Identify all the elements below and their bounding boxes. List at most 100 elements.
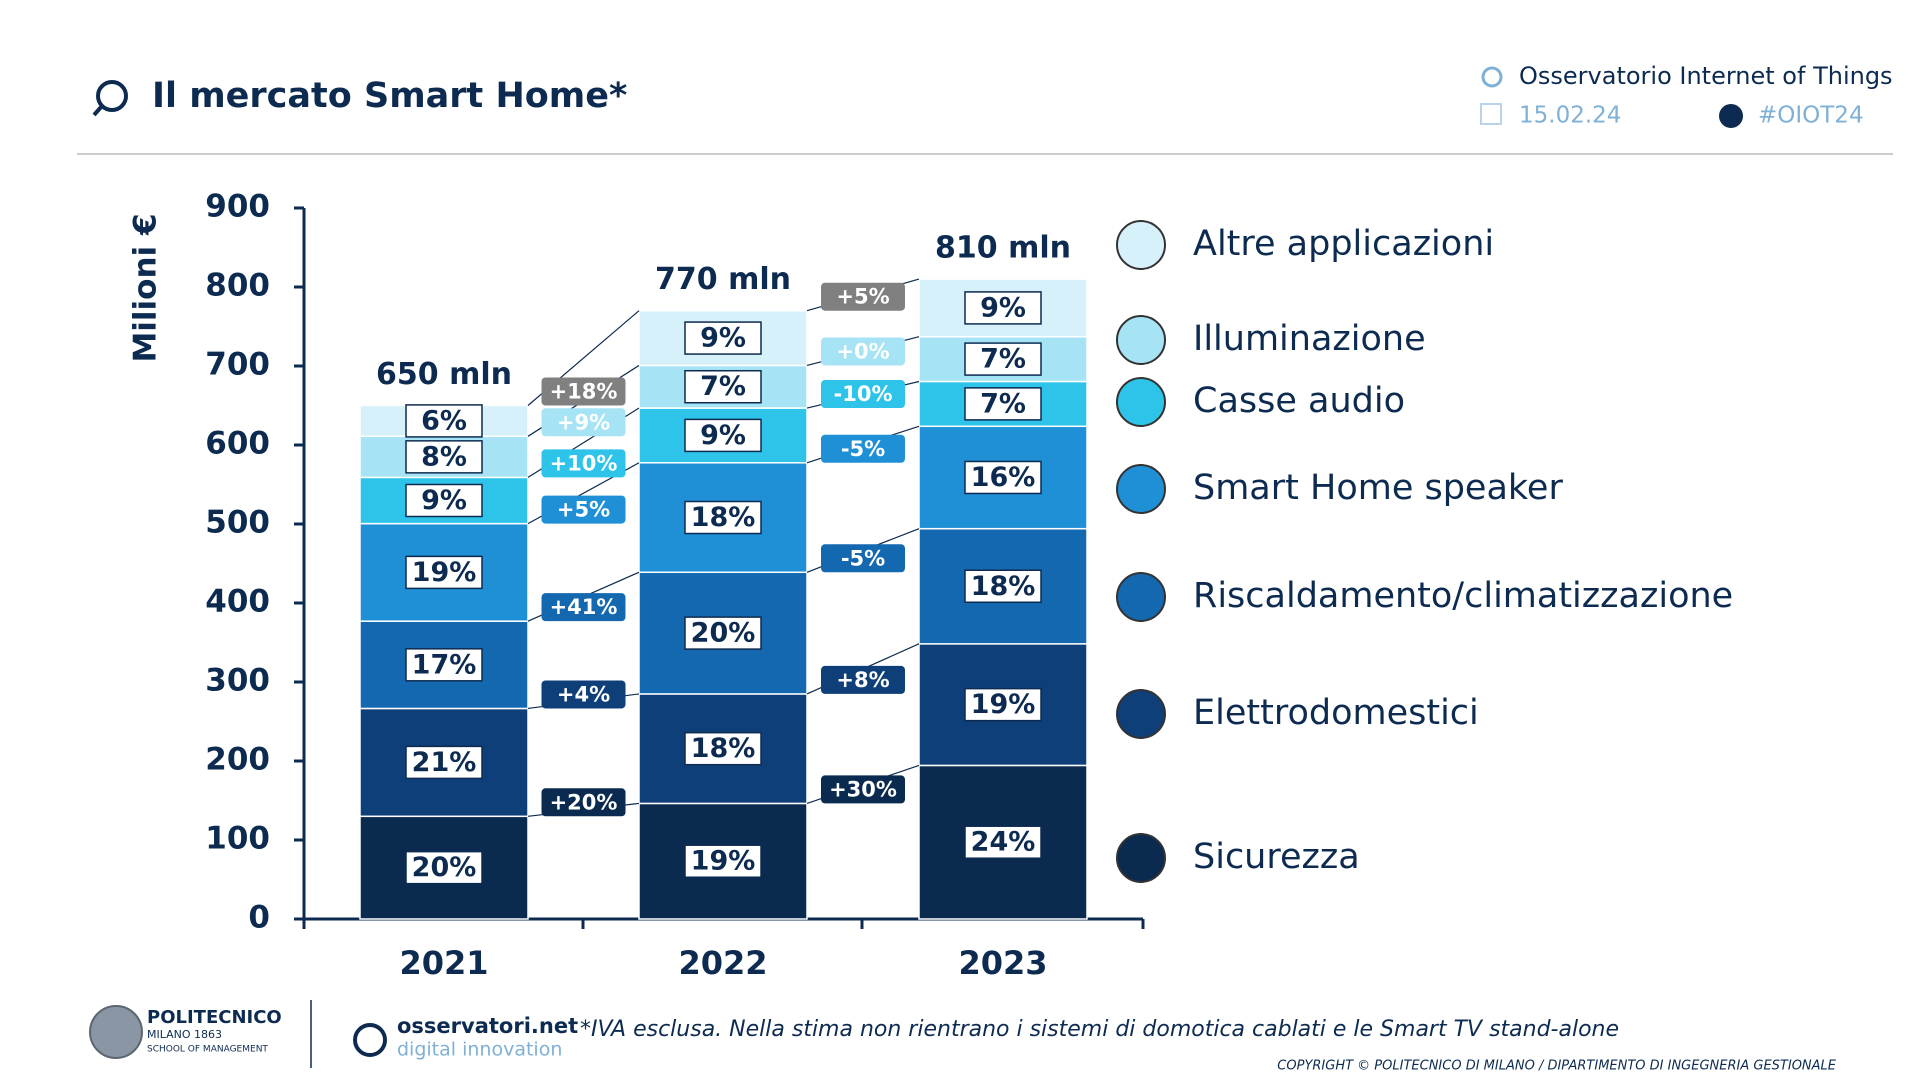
x-tick-label: 2023 [958, 944, 1047, 982]
legend-icon [1116, 572, 1166, 622]
y-tick-label: 700 [205, 347, 270, 383]
growth-box [821, 380, 905, 409]
growth-box [821, 775, 905, 804]
segment-label-box [405, 648, 483, 682]
growth-box [541, 408, 626, 437]
segment-label-box [684, 369, 762, 404]
source-icon [1481, 66, 1503, 88]
y-tick-label: 100 [205, 821, 270, 857]
growth-label: +20% [550, 790, 618, 814]
segment-label: 9% [700, 323, 746, 354]
y-tick-label: 500 [205, 505, 270, 541]
segment-label: 6% [421, 405, 467, 436]
y-tick-label: 0 [248, 900, 270, 936]
segment-label-box [684, 616, 762, 650]
growth-label: +18% [550, 380, 618, 404]
segment-label-box [405, 404, 483, 438]
segment-label: 19% [971, 689, 1036, 720]
total-label: 770 mln [655, 262, 791, 297]
osservatori-logo [353, 1023, 387, 1057]
segment-label: 9% [700, 420, 746, 451]
segment-label: 9% [421, 485, 467, 516]
title: Il mercato Smart Home* [152, 76, 627, 116]
total-label: 650 mln [376, 357, 512, 392]
segment-label-box [684, 731, 762, 766]
footnote: *IVA esclusa. Nella stima non rientrano … [580, 1017, 1619, 1042]
segment-label: 8% [421, 441, 467, 472]
segment-label: 7% [700, 371, 746, 402]
logo-icon [96, 80, 128, 112]
growth-label: +0% [836, 339, 889, 363]
y-tick-label: 900 [205, 189, 270, 225]
segment-label-box [684, 500, 762, 535]
segment-label: 19% [412, 557, 477, 588]
segment-label: 24% [971, 827, 1036, 858]
segment-label: 21% [412, 747, 477, 778]
segment-label: 18% [691, 502, 756, 533]
legend-label: Smart Home speaker [1193, 468, 1563, 508]
segment-label-box [964, 342, 1042, 376]
segment-label-box [684, 418, 762, 453]
growth-box [541, 449, 626, 478]
segment-label-box [964, 687, 1042, 722]
legend-icon [1116, 833, 1166, 883]
legend-icon [1116, 689, 1166, 739]
segment-label: 7% [980, 388, 1026, 419]
segment-label-box [964, 387, 1042, 421]
segment-label-box [405, 850, 483, 885]
segment-label: 9% [980, 292, 1026, 323]
legend-label: Altre applicazioni [1193, 224, 1494, 264]
segment-label-box [964, 569, 1042, 604]
y-axis-label: Milioni € [128, 213, 164, 362]
growth-label: +5% [836, 285, 889, 309]
legend-icon [1116, 377, 1166, 427]
twitter-icon [1719, 104, 1743, 128]
logo1-school: SCHOOL OF MANAGEMENT [147, 1045, 268, 1055]
legend-label: Elettrodomestici [1193, 693, 1479, 733]
growth-label: +4% [557, 682, 610, 706]
segment-label-box [684, 844, 762, 878]
copyright: COPYRIGHT © POLITECNICO DI MILANO / DIPA… [1277, 1059, 1836, 1074]
logo1: POLITECNICO [147, 1007, 282, 1028]
bar-segment [918, 278, 1088, 338]
segment-label: 16% [971, 462, 1036, 493]
calendar-icon [1480, 103, 1502, 125]
y-tick-label: 600 [205, 426, 270, 462]
legend-label: Sicurezza [1193, 837, 1360, 877]
segment-label: 20% [412, 852, 477, 883]
segment-label: 17% [412, 649, 477, 680]
legend-label: Illuminazione [1193, 319, 1426, 359]
growth-box [821, 337, 905, 366]
growth-box [541, 788, 626, 817]
date: 15.02.24 [1519, 103, 1621, 129]
legend-icon [1116, 464, 1166, 514]
growth-box [541, 593, 626, 622]
segment-label: 18% [971, 571, 1036, 602]
growth-box [541, 377, 626, 406]
segment-label-box [684, 321, 762, 355]
growth-box [821, 665, 905, 694]
segment-label: 7% [980, 344, 1026, 375]
y-tick-label: 800 [205, 268, 270, 304]
growth-label: +5% [557, 498, 610, 522]
polimi-logo [89, 1005, 143, 1059]
segment-label-box [405, 745, 483, 780]
segment-label-box [405, 483, 483, 518]
x-tick-label: 2021 [399, 944, 488, 982]
segment-label: 18% [691, 733, 756, 764]
total-label: 810 mln [935, 231, 1071, 266]
segment-label-box [964, 825, 1042, 859]
growth-label: -5% [841, 546, 885, 570]
growth-box [541, 495, 626, 524]
logo2: osservatori.net [397, 1014, 578, 1038]
growth-box [821, 434, 905, 463]
segment-label-box [405, 555, 483, 590]
growth-label: +8% [836, 668, 889, 692]
growth-label: +10% [550, 451, 618, 475]
legend-label: Casse audio [1193, 381, 1405, 421]
growth-box [821, 282, 905, 311]
source: Osservatorio Internet of Things [1519, 62, 1893, 90]
growth-box [541, 680, 626, 709]
